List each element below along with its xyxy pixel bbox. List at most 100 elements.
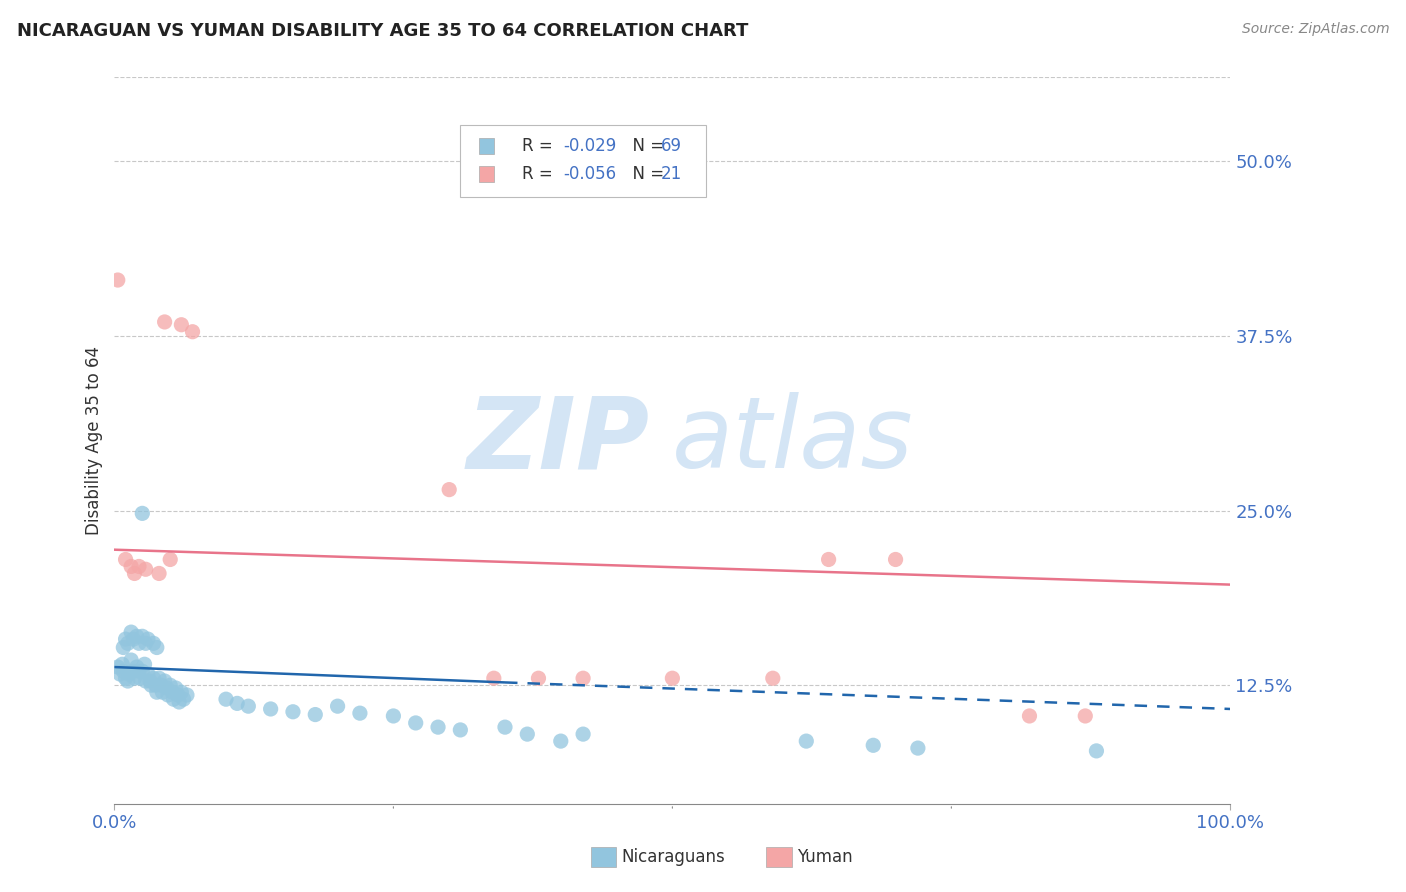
Text: ZIP: ZIP [467,392,650,489]
Point [1085,744,1108,758]
Point [661,671,683,685]
Point [145,678,167,692]
Point [572,727,595,741]
Point [382,709,405,723]
Point [482,671,505,685]
Text: R =: R = [522,137,558,155]
Point [112,640,135,655]
Point [170,318,193,332]
Point [148,671,170,685]
Point [142,636,165,650]
Text: -0.029: -0.029 [562,137,616,155]
Point [281,705,304,719]
Point [173,692,195,706]
Point [162,685,184,699]
Y-axis label: Disability Age 35 to 64: Disability Age 35 to 64 [86,346,103,535]
Point [405,715,427,730]
Point [117,673,139,688]
Text: N =: N = [623,137,669,155]
Point [494,720,516,734]
Point [449,723,471,737]
Point [762,671,785,685]
Point [125,660,148,674]
Point [437,483,460,497]
Point [165,681,187,695]
Point [128,559,150,574]
Point [135,636,157,650]
Point [129,671,152,685]
Point [142,671,165,685]
Point [862,739,884,753]
Point [238,699,260,714]
Point [153,673,176,688]
Point [108,667,131,681]
Point [817,552,839,566]
Text: NICARAGUAN VS YUMAN DISABILITY AGE 35 TO 64 CORRELATION CHART: NICARAGUAN VS YUMAN DISABILITY AGE 35 TO… [17,22,748,40]
Point [304,707,326,722]
Point [550,734,572,748]
Text: N =: N = [623,165,669,183]
FancyBboxPatch shape [460,125,706,197]
Point [170,685,193,699]
Point [156,688,179,702]
Point [167,688,190,702]
Point [136,632,159,646]
Point [136,667,159,681]
Point [181,325,204,339]
Point [131,629,153,643]
Point [111,657,134,672]
Point [907,741,929,756]
Point [135,562,157,576]
Point [128,636,150,650]
Point [107,273,129,287]
Point [226,697,249,711]
Point [1018,709,1040,723]
Text: -0.056: -0.056 [562,165,616,183]
Point [516,727,538,741]
Point [124,671,146,685]
Point [139,673,162,688]
Point [527,671,550,685]
Point [131,665,153,679]
Point [572,671,595,685]
Point [128,665,150,679]
Point [159,678,181,692]
Point [159,552,181,566]
Point [112,665,135,679]
Point [114,671,136,685]
Text: 69: 69 [661,137,682,155]
Point [107,660,129,674]
Point [167,695,190,709]
Point [122,665,145,679]
Text: R =: R = [522,165,558,183]
Point [114,552,136,566]
Point [118,667,141,681]
Text: Nicaraguans: Nicaraguans [621,848,725,866]
Point [131,507,153,521]
Point [427,720,450,734]
Point [152,685,174,699]
Point [326,699,349,714]
Point [156,681,179,695]
Point [141,678,163,692]
Text: 21: 21 [661,165,682,183]
Point [259,702,281,716]
Point [117,636,139,650]
Point [124,566,146,581]
Point [125,629,148,643]
Bar [479,138,494,154]
Point [150,678,173,692]
Point [120,625,142,640]
Point [349,706,371,721]
Point [122,632,145,646]
Text: atlas: atlas [672,392,914,489]
Point [176,688,198,702]
Point [153,315,176,329]
Point [114,632,136,646]
Point [146,640,169,655]
Point [134,657,156,672]
Point [794,734,817,748]
Point [120,559,142,574]
Point [120,653,142,667]
Point [146,685,169,699]
